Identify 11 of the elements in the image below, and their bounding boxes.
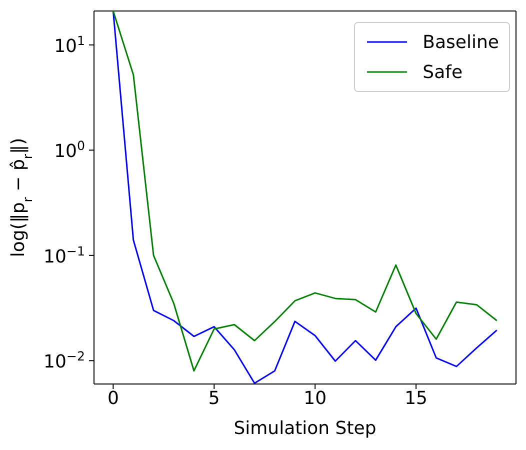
y-tick-label: 10$^{−1}$ [44, 242, 85, 268]
x-axis-title: Simulation Step [234, 418, 376, 439]
legend-label: Safe [422, 62, 463, 82]
y-tick-label: 10$^{0}$ [54, 138, 85, 162]
x-tick-label: 0 [107, 388, 119, 409]
x-tick-label: 10 [304, 388, 327, 409]
x-tick-label: 15 [404, 388, 428, 409]
x-tick-label: 5 [208, 388, 220, 409]
y-tick-label: 10$^{−2}$ [44, 348, 85, 373]
legend-label: Baseline [422, 32, 499, 52]
y-tick-label: 10$^{1}$ [54, 32, 85, 57]
